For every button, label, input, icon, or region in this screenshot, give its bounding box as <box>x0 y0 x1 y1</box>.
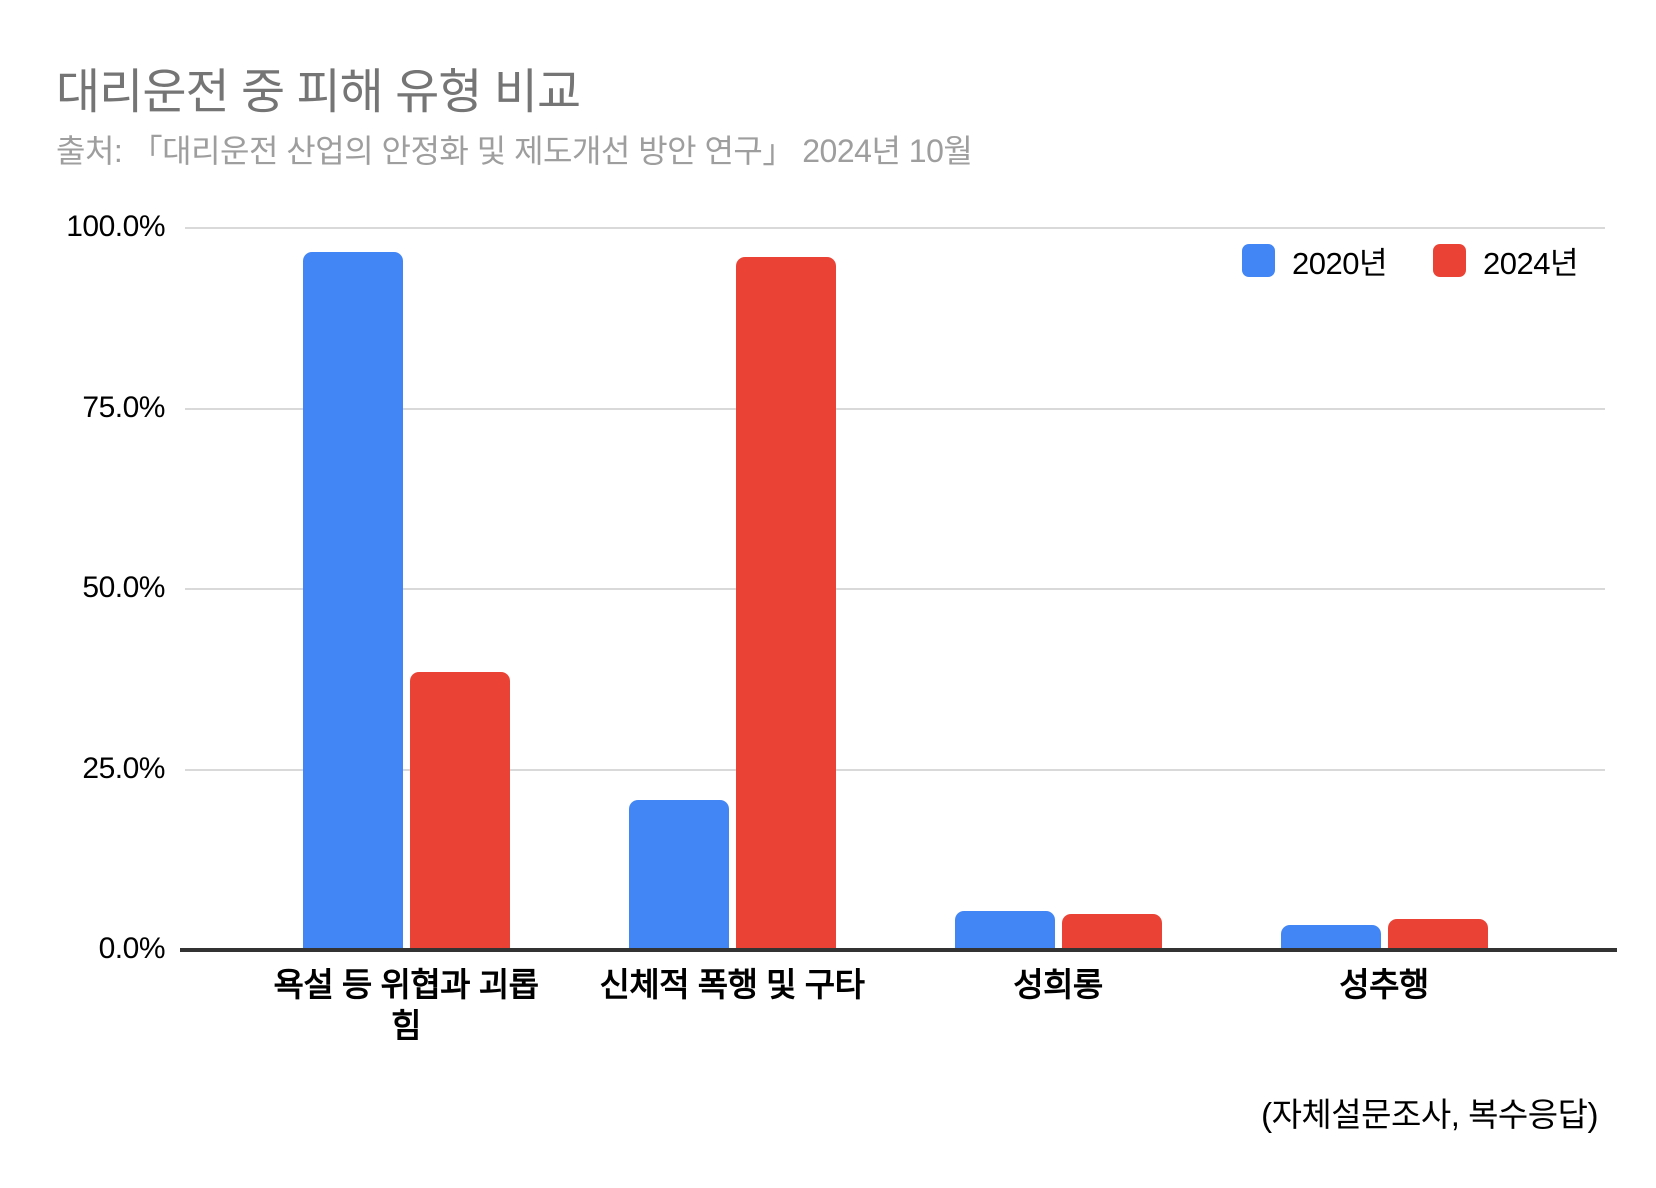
category-label-3: 성희롱 <box>1013 966 1103 1003</box>
category-label-4: 성추행 <box>1339 966 1429 1003</box>
bar-group-3 <box>895 228 1221 950</box>
category-label-2: 신체적 폭행 및 구타 <box>599 966 865 1003</box>
legend-item-2020: 2020년 <box>1242 238 1388 283</box>
bar-group-2 <box>569 228 895 950</box>
chart-title: 대리운전 중 피해 유형 비교 <box>56 66 581 119</box>
chart-subtitle: 출처: 「대리운전 산업의 안정화 및 제도개선 방안 연구」 2024년 10… <box>56 133 973 169</box>
plot-area <box>180 227 1617 952</box>
gridline-25 <box>185 768 1605 771</box>
bar-2024년-성희롱 <box>1061 913 1162 950</box>
bar-group-1 <box>243 228 569 950</box>
source-note: (자체설문조사, 복수응답) <box>1261 1096 1598 1133</box>
ytick-label-25: 25.0% <box>82 751 165 785</box>
legend: 2020년 2024년 <box>1242 238 1578 283</box>
legend-swatch-2020 <box>1242 244 1276 277</box>
category-label-1: 욕설 등 위협과 괴롭힘 <box>273 966 539 1045</box>
bar-2024년-성추행 <box>1387 918 1488 950</box>
x-axis-line <box>180 948 1617 952</box>
gridline-75 <box>185 407 1605 410</box>
bar-2020년-욕설 등 위협과 괴롭힘 <box>302 251 403 950</box>
gridline-50 <box>185 588 1605 590</box>
bar-2020년-성희롱 <box>954 911 1055 950</box>
bar-2024년-신체적 폭행 및 구타 <box>735 256 836 950</box>
bar-2024년-욕설 등 위협과 괴롭힘 <box>409 672 510 950</box>
bar-group-4 <box>1221 228 1547 950</box>
ytick-label-100: 100.0% <box>66 210 165 243</box>
legend-item-2024: 2024년 <box>1433 238 1578 283</box>
legend-label-2020: 2020년 <box>1292 246 1388 281</box>
x-axis-labels: 욕설 등 위협과 괴롭힘 신체적 폭행 및 구타 성희롱 성추행 <box>185 964 1605 1047</box>
ytick-label-75: 75.0% <box>82 390 165 424</box>
bar-2020년-신체적 폭행 및 구타 <box>628 799 729 950</box>
legend-swatch-2024 <box>1433 244 1467 277</box>
ytick-label-0: 0.0% <box>98 932 166 965</box>
bar-2020년-성추행 <box>1280 924 1381 950</box>
bar-groups <box>185 228 1605 950</box>
legend-label-2024: 2024년 <box>1483 246 1578 281</box>
ytick-label-50: 50.0% <box>82 571 165 604</box>
gridline-100 <box>185 227 1605 229</box>
